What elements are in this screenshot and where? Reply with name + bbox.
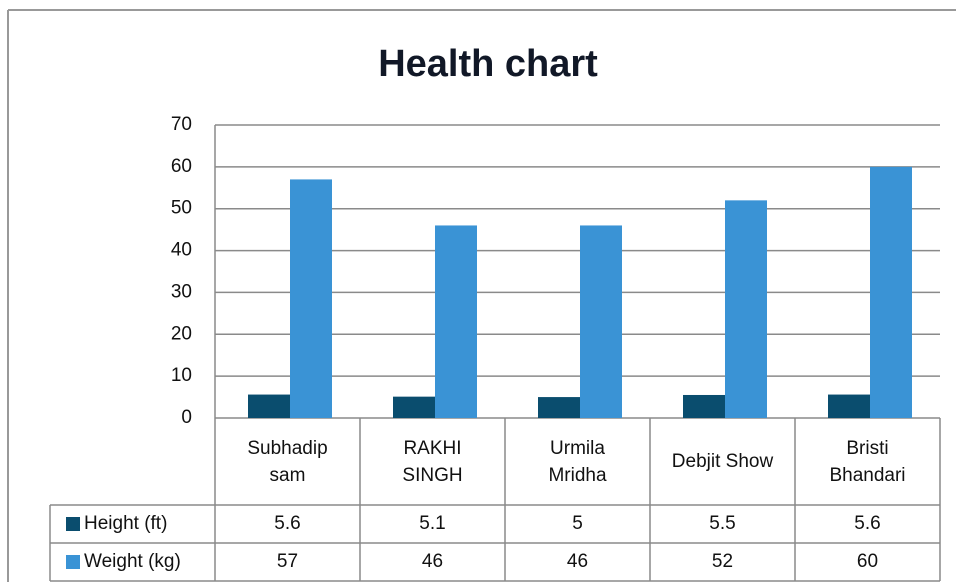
table-value: 5.6: [274, 513, 300, 534]
legend-key: [66, 517, 80, 531]
bar: [248, 394, 290, 418]
legend-key: [66, 555, 80, 569]
table-value: 57: [277, 551, 298, 572]
chart-title: Health chart: [378, 43, 598, 85]
x-tick-label: Subhadip sam: [247, 437, 328, 486]
x-tick-label-box: Subhadip sam: [215, 418, 360, 505]
x-tick-label-box: Bristi Bhandari: [795, 418, 940, 505]
table-value: 60: [857, 551, 878, 572]
y-tick-label: 60: [171, 156, 192, 177]
bar: [538, 397, 580, 418]
legend-label: Weight (kg): [84, 551, 181, 572]
bar: [290, 179, 332, 418]
table-value: 52: [712, 551, 733, 572]
bar: [435, 225, 477, 418]
x-tick-label-box: RAKHI SINGH: [360, 418, 505, 505]
bar: [393, 396, 435, 418]
y-tick-label: 30: [171, 281, 192, 302]
bar: [725, 200, 767, 418]
x-tick-label: RAKHI SINGH: [402, 437, 463, 486]
y-tick-label: 40: [171, 240, 192, 261]
bar: [580, 225, 622, 418]
table-value: 46: [422, 551, 443, 572]
x-category-cell: RAKHI SINGH: [360, 418, 505, 505]
legend-label: Height (ft): [84, 513, 167, 534]
table-value: 5.5: [709, 513, 735, 534]
bar: [683, 394, 725, 418]
table-value: 46: [567, 551, 588, 572]
x-category-cell: Subhadip sam: [215, 418, 360, 505]
x-category-cell: Debjit Show: [650, 418, 795, 505]
table-value: 5: [572, 513, 583, 534]
y-tick-label: 20: [171, 323, 192, 344]
table-value: 5.1: [419, 513, 445, 534]
x-tick-label-box: Urmila Mridha: [505, 418, 650, 505]
x-category-cell: Urmila Mridha: [505, 418, 650, 505]
y-tick-label: 0: [181, 407, 192, 428]
x-tick-label: Debjit Show: [671, 451, 774, 472]
y-tick-label: 50: [171, 198, 192, 219]
x-category-cell: Bristi Bhandari: [795, 418, 940, 505]
table-value: 5.6: [854, 513, 880, 534]
x-tick-label: Urmila Mridha: [548, 437, 607, 486]
x-tick-label-box: Debjit Show: [650, 418, 795, 505]
y-tick-label: 10: [171, 365, 192, 386]
x-tick-label: Bristi Bhandari: [829, 437, 906, 486]
bar: [870, 166, 912, 418]
y-tick-label: 70: [171, 114, 192, 135]
bar: [828, 394, 870, 418]
